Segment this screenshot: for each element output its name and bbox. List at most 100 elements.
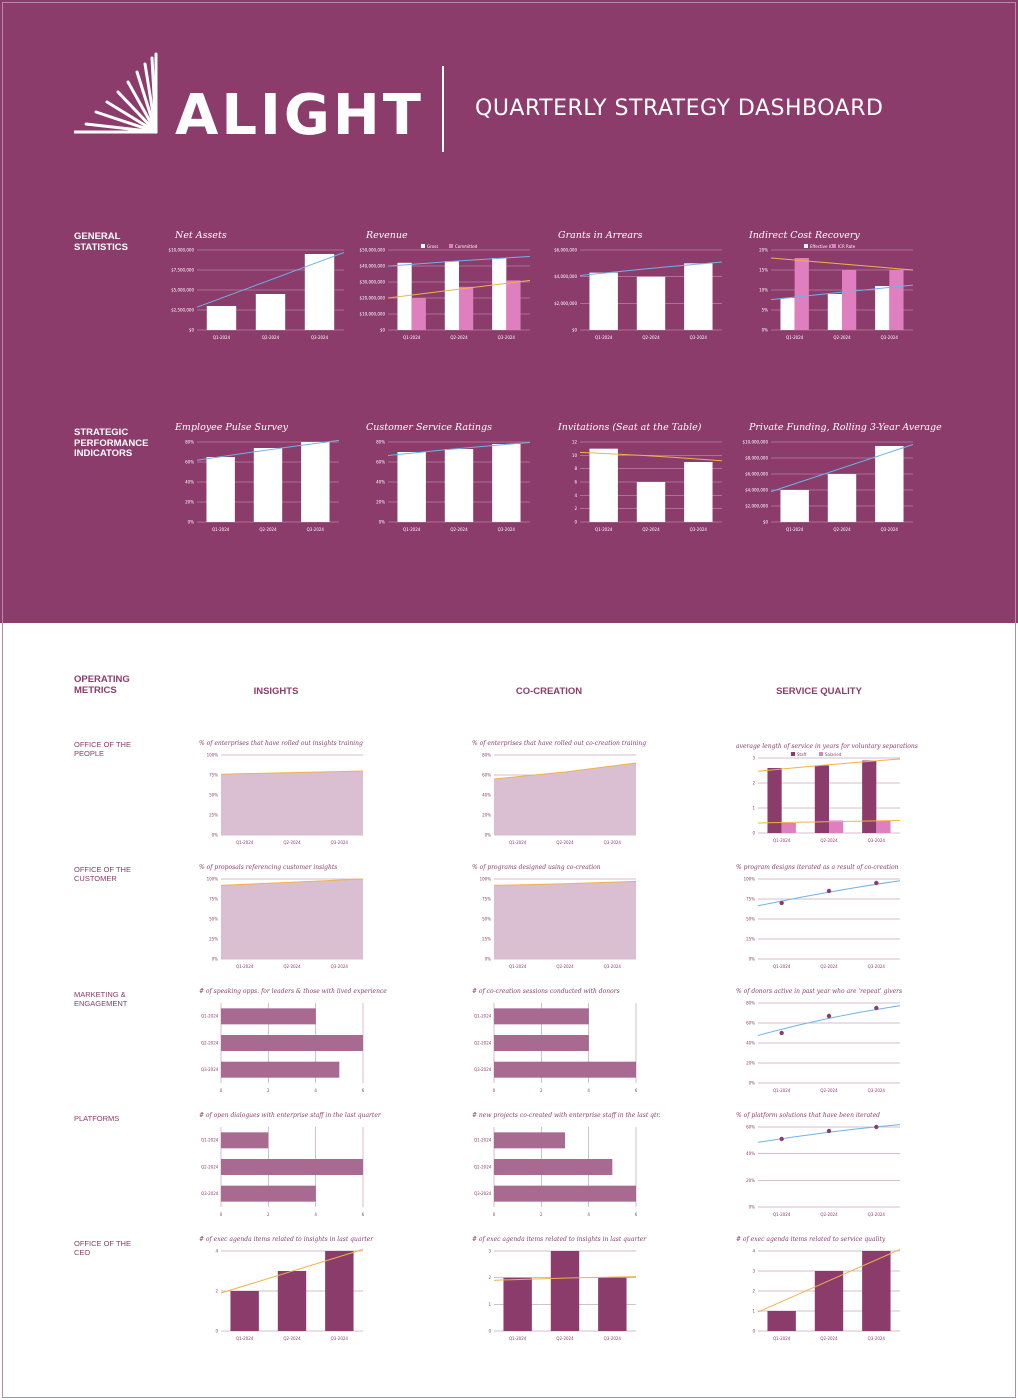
chart-svg-op-cocreation-2: 0% 25% 50% 75% 100% Q1-2024 Q2-2024 Q3-2024 (480, 877, 637, 969)
tick-label: 75% (482, 897, 491, 902)
chart-title-op-insights-3: # of speaking opps. for leaders & those … (199, 988, 387, 995)
bar (494, 1159, 613, 1175)
legend-label: Gross (427, 244, 438, 249)
legend-swatch-1 (832, 244, 836, 248)
bar (492, 258, 507, 330)
tick-label: 20% (746, 1061, 755, 1066)
bar (277, 1271, 307, 1331)
category-label: Q3-2024 (868, 1088, 886, 1093)
tick-label: 100% (480, 877, 492, 882)
tick-label: 0% (485, 833, 492, 838)
chart-svg-customer-service: 0% 20% 40% 60% 80% Q1-2024 Q2-2024 Q3-2024 (376, 440, 531, 532)
tick-label: $8,000,000 (745, 456, 768, 461)
area-line (220, 878, 364, 886)
bar (767, 768, 782, 833)
tick-label: 2 (540, 1212, 543, 1217)
category-label: Q2-2024 (820, 1088, 838, 1093)
category-label: Q3-2024 (690, 527, 708, 532)
tick-label: 20% (185, 500, 194, 505)
chart-title-indirect-cost: Indirect Cost Recovery (749, 230, 860, 241)
tick-label: 3 (488, 1249, 491, 1254)
category-label: Q3-2024 (474, 1067, 492, 1072)
chart-op-service-5: 0 1 2 3 4 Q1-2024 Q2-2024 Q3-2024 (736, 1245, 906, 1341)
alight-logo-icon (74, 52, 158, 134)
bar (814, 1271, 844, 1331)
legend-swatch-1 (449, 244, 453, 248)
tick-label: 0% (212, 833, 219, 838)
tick-label: $5,000,000 (171, 288, 194, 293)
tick-label: $10,000,000 (360, 312, 386, 317)
bar (842, 270, 857, 330)
category-label: Q1-2024 (474, 1014, 492, 1019)
category-label: Q3-2024 (881, 335, 899, 340)
tick-label: 40% (746, 1151, 755, 1156)
bar (206, 306, 237, 330)
tick-label: 8 (574, 466, 577, 471)
bar (684, 263, 713, 330)
category-label: Q3-2024 (604, 840, 622, 845)
bar (459, 286, 474, 330)
bar (255, 294, 286, 330)
category-label: Q1-2024 (595, 335, 613, 340)
tick-label: 3 (752, 1269, 755, 1274)
category-label: Q2-2024 (820, 964, 838, 969)
category-label: Q3-2024 (307, 527, 325, 532)
tick-label: 10 (572, 453, 578, 458)
category-label: Q2-2024 (556, 840, 574, 845)
tick-label: 2 (215, 1289, 218, 1294)
data-point (826, 888, 832, 894)
tick-label: 60% (376, 460, 385, 465)
chart-title-op-cocreation-5: # of exec agenda items related to insigh… (472, 1236, 647, 1243)
chart-svg-op-insights-3: 0 2 4 6 Q1-2024 Q2-2024 Q3-2024 (201, 1003, 365, 1093)
tick-label: 0% (188, 520, 195, 525)
tick-label: 4 (314, 1212, 317, 1217)
tick-label: 0 (493, 1088, 496, 1093)
category-label: Q3-2024 (690, 335, 708, 340)
tick-label: 40% (376, 480, 385, 485)
tick-label: 75% (209, 897, 218, 902)
trend-line (757, 1124, 901, 1143)
tick-label: 4 (752, 1249, 755, 1254)
category-label: Q2-2024 (283, 964, 301, 969)
area-fill (494, 763, 636, 835)
bar (494, 1035, 589, 1051)
tick-label: 25% (482, 937, 491, 942)
chart-op-insights-5: 0 2 4 Q1-2024 Q2-2024 Q3-2024 (199, 1245, 369, 1341)
bar (221, 1008, 316, 1025)
chart-title-op-insights-1: % of enterprises that have rolled out in… (199, 740, 363, 747)
tick-label: 0 (752, 1329, 755, 1334)
bar (589, 448, 618, 522)
category-label: Q1-2024 (213, 335, 231, 340)
chart-title-revenue: Revenue (366, 230, 408, 241)
tick-label: 0 (220, 1212, 223, 1217)
tick-label: 80% (376, 440, 385, 445)
legend-swatch-0 (421, 244, 425, 248)
bar (221, 1132, 269, 1149)
brand-name: ALIGHT (175, 83, 424, 148)
bar (494, 1185, 636, 1202)
bar (636, 482, 666, 522)
area-fill (221, 879, 363, 959)
category-label: Q2-2024 (450, 335, 468, 340)
category-label: Q3-2024 (868, 1212, 886, 1217)
category-label: Q1-2024 (201, 1138, 219, 1143)
chart-title-invitations: Invitations (Seat at the Table) (558, 422, 702, 433)
category-label: Q3-2024 (604, 1336, 622, 1341)
category-label: Q3-2024 (498, 335, 516, 340)
tick-label: $2,000,000 (554, 301, 577, 306)
bar (780, 490, 809, 522)
tick-label: 0% (762, 328, 769, 333)
chart-op-insights-4: 0 2 4 6 Q1-2024 Q2-2024 Q3-2024 (199, 1121, 369, 1217)
bar (814, 765, 829, 833)
tick-label: 6 (362, 1088, 365, 1093)
chart-svg-op-insights-4: 0 2 4 6 Q1-2024 Q2-2024 Q3-2024 (201, 1127, 365, 1217)
tick-label: 60% (746, 1125, 755, 1130)
bar (444, 449, 474, 522)
legend-label: Salaried (825, 752, 842, 757)
bar (889, 270, 904, 330)
category-label: Q1-2024 (236, 964, 254, 969)
category-label: Q1-2024 (786, 335, 804, 340)
data-point (779, 1030, 784, 1036)
chart-op-cocreation-2: 0% 25% 50% 75% 100% Q1-2024 Q2-2024 Q3-2024 (472, 873, 642, 969)
chart-svg-op-insights-1: 0% 25% 50% 75% 100% Q1-2024 Q2-2024 Q3-2024 (207, 753, 364, 845)
